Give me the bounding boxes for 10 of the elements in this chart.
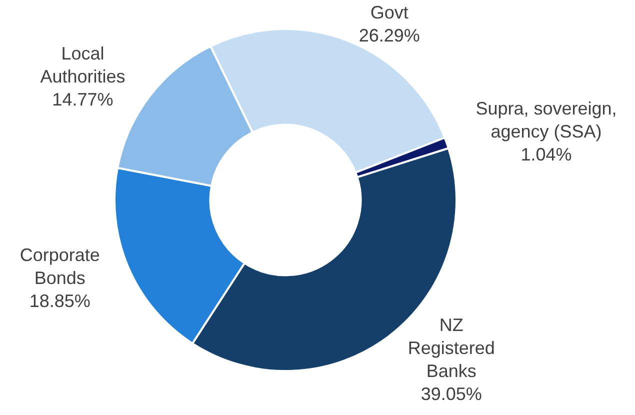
data-label: 39.05% xyxy=(420,384,482,404)
slice-label: Local Authorities xyxy=(40,43,126,86)
slice-label: Govt xyxy=(370,2,408,22)
slice-label: Supra, sovereign, agency (SSA) xyxy=(476,98,617,142)
data-label: 14.77% xyxy=(52,89,114,110)
slice-label: Corporate Bonds xyxy=(20,245,100,288)
data-label: 18.85% xyxy=(29,291,90,312)
slice-label: NZ Registered Banks xyxy=(408,314,495,381)
data-label: 26.29% xyxy=(358,25,420,46)
data-label: 1.04% xyxy=(520,144,572,165)
